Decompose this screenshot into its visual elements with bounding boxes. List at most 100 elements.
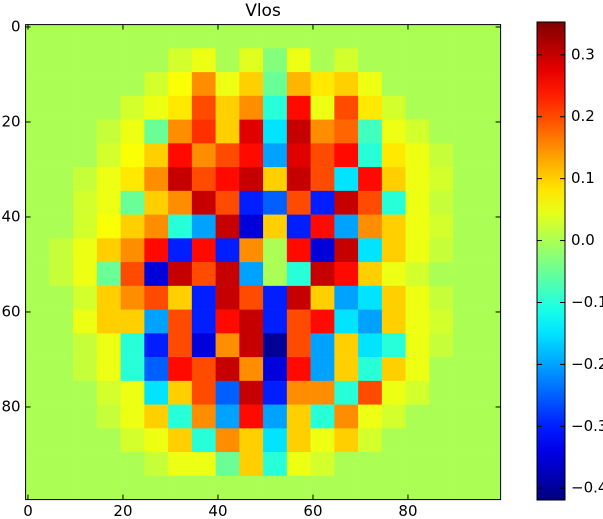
heat-cell <box>96 380 121 405</box>
plot-frame <box>25 24 502 501</box>
heat-cell <box>239 24 264 49</box>
heat-cell <box>263 262 288 287</box>
heat-cell <box>381 214 406 239</box>
heat-cell <box>73 475 98 500</box>
heat-cell <box>120 452 145 477</box>
heat-cell <box>381 475 406 500</box>
heat-cell <box>286 380 311 405</box>
heat-cell <box>25 404 50 429</box>
heat-cell <box>25 48 50 73</box>
colorbar-tick-label: −0.4 <box>571 479 603 497</box>
heat-cell <box>144 238 169 263</box>
heat-cell <box>358 190 383 215</box>
heat-cell <box>429 357 454 382</box>
heat-cell <box>381 167 406 192</box>
heat-cell <box>73 167 98 192</box>
heat-cell <box>286 214 311 239</box>
heat-cell <box>25 475 50 500</box>
heat-cell <box>381 380 406 405</box>
heat-cell <box>239 95 264 120</box>
heat-cell <box>286 119 311 144</box>
heat-cell <box>215 190 240 215</box>
heat-cell <box>215 72 240 97</box>
heat-cell <box>358 24 383 49</box>
heat-cell <box>49 119 74 144</box>
heat-cell <box>49 475 74 500</box>
colorbar-tick-label: −0.1 <box>571 293 603 311</box>
heat-cell <box>168 262 193 287</box>
heat-cell <box>168 475 193 500</box>
heat-cell <box>358 48 383 73</box>
heat-cell <box>25 380 50 405</box>
heat-cell <box>239 404 264 429</box>
heat-cell <box>310 404 335 429</box>
colorbar-tick-label: 0.3 <box>571 45 595 63</box>
heat-cell <box>168 167 193 192</box>
heat-cell <box>263 380 288 405</box>
heat-cell <box>215 357 240 382</box>
heat-cell <box>310 380 335 405</box>
heat-cell <box>168 190 193 215</box>
colorbar-tick-label: 0.2 <box>571 107 595 125</box>
heat-cell <box>73 357 98 382</box>
heat-cell <box>25 72 50 97</box>
heat-cell <box>381 72 406 97</box>
heat-cell <box>120 95 145 120</box>
heat-cell <box>476 309 501 334</box>
heat-cell <box>120 238 145 263</box>
heat-cell <box>25 24 50 49</box>
heat-cell <box>25 452 50 477</box>
heat-cell <box>358 404 383 429</box>
heat-cell <box>73 404 98 429</box>
heat-cell <box>49 380 74 405</box>
heat-cell <box>429 72 454 97</box>
heat-cell <box>381 143 406 168</box>
heat-cell <box>476 452 501 477</box>
heat-cell <box>405 24 430 49</box>
heat-cell <box>25 143 50 168</box>
heat-cell <box>429 285 454 310</box>
heat-cell <box>263 404 288 429</box>
heat-cell <box>286 95 311 120</box>
heat-cell <box>144 190 169 215</box>
heat-cell <box>429 333 454 358</box>
heat-cell <box>429 309 454 334</box>
heat-cell <box>191 475 216 500</box>
heat-cell <box>239 48 264 73</box>
heat-cell <box>476 214 501 239</box>
heat-cell <box>405 357 430 382</box>
heat-cell <box>286 452 311 477</box>
heat-cell <box>239 238 264 263</box>
heat-cell <box>310 24 335 49</box>
heat-cell <box>429 380 454 405</box>
heat-cell <box>215 428 240 453</box>
heat-cell <box>453 190 478 215</box>
heat-cell <box>73 309 98 334</box>
heat-cell <box>286 428 311 453</box>
heat-cell <box>429 190 454 215</box>
heat-cell <box>429 238 454 263</box>
heat-cell <box>168 333 193 358</box>
heat-cell <box>215 119 240 144</box>
heat-cell <box>405 404 430 429</box>
heat-cell <box>120 24 145 49</box>
heat-cell <box>144 452 169 477</box>
heat-cell <box>429 428 454 453</box>
heat-cell <box>96 48 121 73</box>
heat-cell <box>96 475 121 500</box>
heat-cell <box>120 285 145 310</box>
heat-cell <box>239 309 264 334</box>
heat-cell <box>120 167 145 192</box>
heat-cell <box>144 475 169 500</box>
heat-cell <box>168 285 193 310</box>
heat-cell <box>286 333 311 358</box>
heat-cell <box>310 309 335 334</box>
heat-cell <box>168 428 193 453</box>
y-tick-label: 40 <box>2 207 21 225</box>
heat-cell <box>453 143 478 168</box>
heat-cell <box>381 238 406 263</box>
heat-cell <box>286 24 311 49</box>
heat-cell <box>215 48 240 73</box>
heat-cell <box>334 452 359 477</box>
heat-cell <box>73 428 98 453</box>
